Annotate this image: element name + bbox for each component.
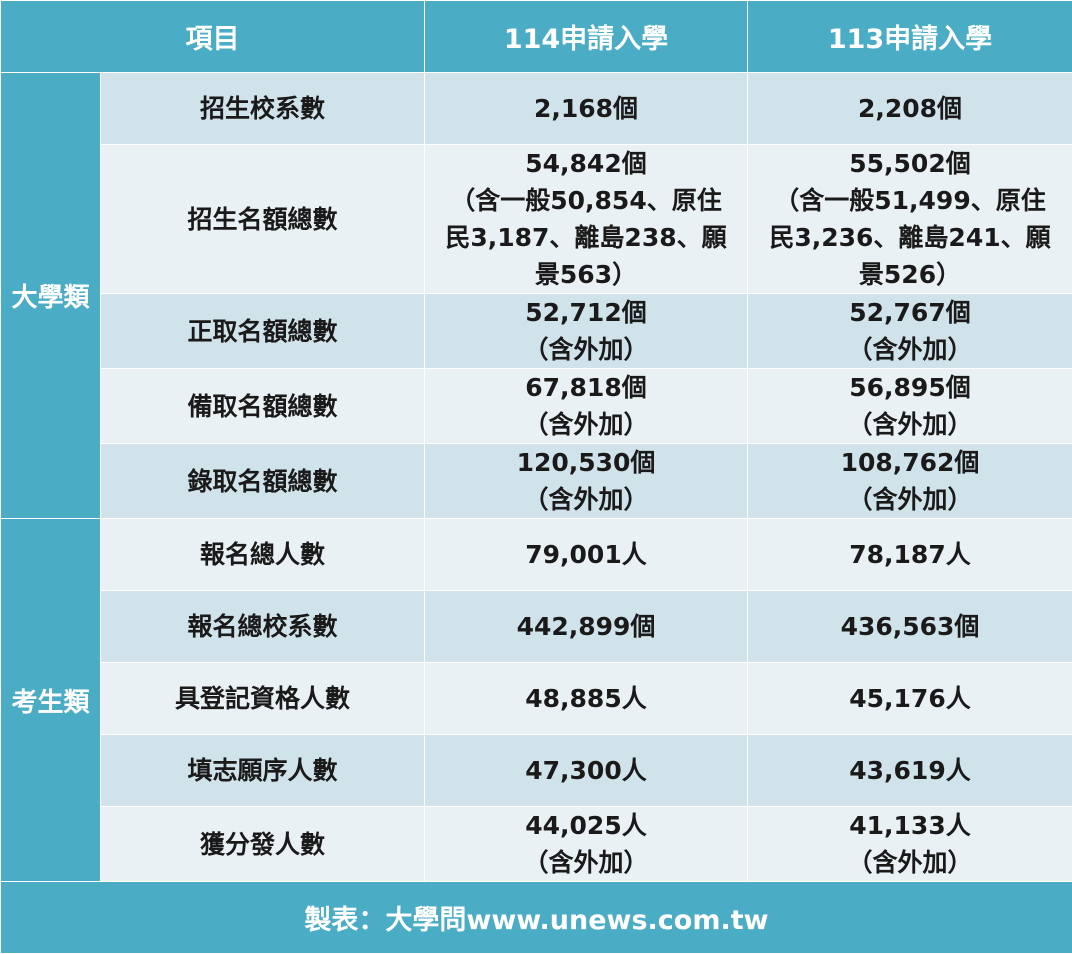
table-row: 填志願序人數 47,300人 43,619人	[1, 735, 1072, 807]
value-line: 56,895個	[752, 369, 1068, 406]
table-row: 大學類 招生校系數 2,168個 2,208個	[1, 73, 1072, 145]
row-item: 報名總人數	[101, 519, 425, 591]
row-item: 招生名額總數	[101, 145, 425, 294]
value-114: 120,530個 （含外加）	[425, 444, 748, 519]
value-line: 108,762個	[752, 444, 1068, 481]
value-114: 47,300人	[425, 735, 748, 807]
value-line: （含外加）	[429, 406, 743, 443]
row-item: 具登記資格人數	[101, 663, 425, 735]
footer-row: 製表：大學問www.unews.com.tw	[1, 882, 1072, 954]
table-row: 正取名額總數 52,712個 （含外加） 52,767個 （含外加）	[1, 294, 1072, 369]
value-line: 44,025人	[429, 807, 743, 844]
value-line: 民3,236、離島241、願	[752, 219, 1068, 256]
value-line: （含外加）	[429, 331, 743, 368]
value-line: 2,208個	[752, 90, 1068, 127]
value-line: 54,842個	[429, 145, 743, 182]
row-item: 報名總校系數	[101, 591, 425, 663]
value-113: 2,208個	[748, 73, 1072, 145]
value-line: 52,712個	[429, 294, 743, 331]
value-114: 442,899個	[425, 591, 748, 663]
header-item: 項目	[1, 1, 425, 73]
value-line: 67,818個	[429, 369, 743, 406]
value-114: 54,842個 （含一般50,854、原住 民3,187、離島238、願 景56…	[425, 145, 748, 294]
value-line: 景563）	[429, 256, 743, 293]
value-line: （含外加）	[429, 844, 743, 881]
value-line: 2,168個	[429, 90, 743, 127]
category-university: 大學類	[1, 73, 101, 519]
row-item: 填志願序人數	[101, 735, 425, 807]
value-113: 56,895個 （含外加）	[748, 369, 1072, 444]
value-113: 43,619人	[748, 735, 1072, 807]
value-line: （含外加）	[429, 481, 743, 518]
value-line: （含一般51,499、原住	[752, 182, 1068, 219]
value-line: 79,001人	[429, 536, 743, 573]
value-113: 108,762個 （含外加）	[748, 444, 1072, 519]
value-line: 55,502個	[752, 145, 1068, 182]
row-item: 獲分發人數	[101, 807, 425, 882]
table-row: 獲分發人數 44,025人 （含外加） 41,133人 （含外加）	[1, 807, 1072, 882]
value-line: 436,563個	[752, 608, 1068, 645]
row-item: 招生校系數	[101, 73, 425, 145]
value-line: （含外加）	[752, 406, 1068, 443]
value-line: 78,187人	[752, 536, 1068, 573]
value-114: 48,885人	[425, 663, 748, 735]
value-113: 55,502個 （含一般51,499、原住 民3,236、離島241、願 景52…	[748, 145, 1072, 294]
value-114: 44,025人 （含外加）	[425, 807, 748, 882]
value-line: （含一般50,854、原住	[429, 182, 743, 219]
value-114: 52,712個 （含外加）	[425, 294, 748, 369]
table-row: 招生名額總數 54,842個 （含一般50,854、原住 民3,187、離島23…	[1, 145, 1072, 294]
value-line: （含外加）	[752, 844, 1068, 881]
value-line: 41,133人	[752, 807, 1068, 844]
value-113: 436,563個	[748, 591, 1072, 663]
category-applicant: 考生類	[1, 519, 101, 882]
header-114: 114申請入學	[425, 1, 748, 73]
value-113: 52,767個 （含外加）	[748, 294, 1072, 369]
header-row: 項目 114申請入學 113申請入學	[1, 1, 1072, 73]
value-113: 41,133人 （含外加）	[748, 807, 1072, 882]
value-line: 442,899個	[429, 608, 743, 645]
value-113: 45,176人	[748, 663, 1072, 735]
value-line: 43,619人	[752, 752, 1068, 789]
value-line: 120,530個	[429, 444, 743, 481]
value-line: 民3,187、離島238、願	[429, 219, 743, 256]
value-114: 67,818個 （含外加）	[425, 369, 748, 444]
footer-credit: 製表：大學問www.unews.com.tw	[1, 882, 1072, 954]
header-113: 113申請入學	[748, 1, 1072, 73]
value-114: 79,001人	[425, 519, 748, 591]
value-114: 2,168個	[425, 73, 748, 145]
table-row: 備取名額總數 67,818個 （含外加） 56,895個 （含外加）	[1, 369, 1072, 444]
value-line: 47,300人	[429, 752, 743, 789]
value-line: 52,767個	[752, 294, 1068, 331]
value-113: 78,187人	[748, 519, 1072, 591]
row-item: 錄取名額總數	[101, 444, 425, 519]
value-line: 48,885人	[429, 680, 743, 717]
row-item: 正取名額總數	[101, 294, 425, 369]
table-row: 考生類 報名總人數 79,001人 78,187人	[1, 519, 1072, 591]
table-row: 具登記資格人數 48,885人 45,176人	[1, 663, 1072, 735]
value-line: 45,176人	[752, 680, 1068, 717]
row-item: 備取名額總數	[101, 369, 425, 444]
table-row: 報名總校系數 442,899個 436,563個	[1, 591, 1072, 663]
value-line: （含外加）	[752, 481, 1068, 518]
table-row: 錄取名額總數 120,530個 （含外加） 108,762個 （含外加）	[1, 444, 1072, 519]
value-line: 景526）	[752, 256, 1068, 293]
value-line: （含外加）	[752, 331, 1068, 368]
